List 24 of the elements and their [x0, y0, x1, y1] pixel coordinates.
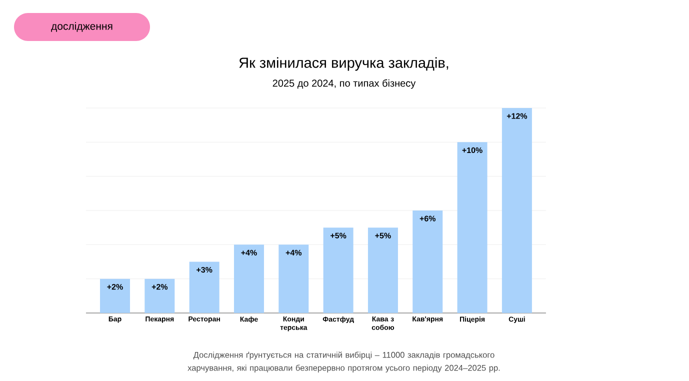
data-label: +5% [330, 232, 346, 238]
data-label: +2% [107, 284, 123, 290]
data-label: +4% [286, 250, 302, 256]
data-label: +4% [241, 250, 257, 256]
bar [323, 228, 354, 313]
data-label: +2% [152, 284, 168, 290]
data-label: +5% [375, 232, 391, 238]
bar [189, 262, 220, 313]
text: Дослідження ґрунтується на статичній вибірці – 11000 закладів громадського харчування, які працювали безперервно протягом усього періоду 2024–2025 рр. [188, 352, 500, 372]
data-label: +12% [506, 113, 528, 119]
bar [412, 210, 443, 313]
text: дослідження [51, 22, 112, 32]
bar [144, 278, 175, 313]
bar [100, 278, 130, 313]
data-label: +6% [420, 216, 436, 222]
bar [457, 142, 488, 313]
data-label: +10% [462, 147, 482, 154]
bar [278, 244, 309, 313]
data-label: +3% [196, 266, 212, 273]
bar [502, 108, 532, 313]
chart-title: Як змінилася виручка закладів, [239, 57, 448, 71]
bar [368, 228, 398, 313]
chart-subtitle: 2025 до 2024, по типах бізнесу [272, 79, 416, 89]
bar [234, 244, 264, 313]
